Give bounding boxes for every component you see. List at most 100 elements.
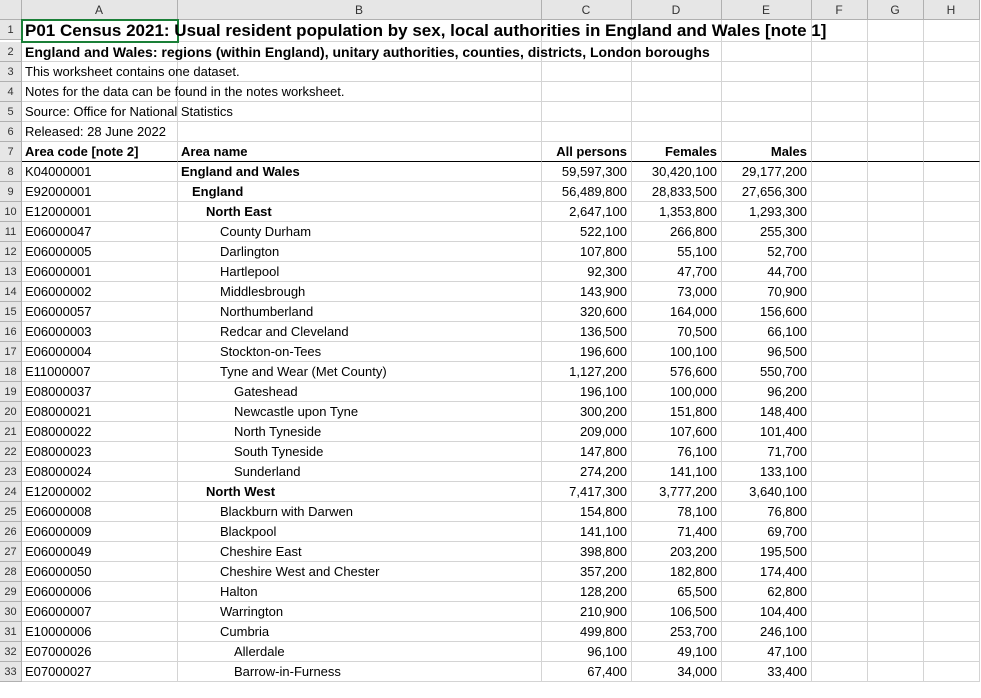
row-header-27[interactable]: 27 bbox=[0, 542, 22, 562]
cell-area-name[interactable]: Cheshire East bbox=[178, 542, 542, 562]
cell-F3[interactable] bbox=[812, 62, 868, 82]
row-header-15[interactable]: 15 bbox=[0, 302, 22, 322]
cell-empty[interactable] bbox=[868, 622, 924, 642]
cell-males[interactable]: 174,400 bbox=[722, 562, 812, 582]
cell-area-name[interactable]: Darlington bbox=[178, 242, 542, 262]
cell-males[interactable]: 1,293,300 bbox=[722, 202, 812, 222]
cell-all-persons[interactable]: 67,400 bbox=[542, 662, 632, 682]
cell-males[interactable]: 52,700 bbox=[722, 242, 812, 262]
row-header-9[interactable]: 9 bbox=[0, 182, 22, 202]
row-header-22[interactable]: 22 bbox=[0, 442, 22, 462]
cell-females[interactable]: 141,100 bbox=[632, 462, 722, 482]
cell-area-name[interactable]: Blackburn with Darwen bbox=[178, 502, 542, 522]
cell-females[interactable]: 55,100 bbox=[632, 242, 722, 262]
cell-area-code[interactable]: E06000003 bbox=[22, 322, 178, 342]
cell-area-name[interactable]: Newcastle upon Tyne bbox=[178, 402, 542, 422]
cell-E2[interactable] bbox=[722, 42, 812, 62]
row-header-29[interactable]: 29 bbox=[0, 582, 22, 602]
cell-area-code[interactable]: E06000005 bbox=[22, 242, 178, 262]
cell-females[interactable]: 266,800 bbox=[632, 222, 722, 242]
cell-area-code[interactable]: E06000047 bbox=[22, 222, 178, 242]
cell-empty[interactable] bbox=[924, 302, 980, 322]
cell-empty[interactable] bbox=[924, 522, 980, 542]
cell-area-name[interactable]: Northumberland bbox=[178, 302, 542, 322]
cell-females[interactable]: 107,600 bbox=[632, 422, 722, 442]
cell-G2[interactable] bbox=[868, 42, 924, 62]
cell-all-persons[interactable]: 141,100 bbox=[542, 522, 632, 542]
row-header-20[interactable]: 20 bbox=[0, 402, 22, 422]
cell-G3[interactable] bbox=[868, 62, 924, 82]
cell-empty[interactable] bbox=[812, 502, 868, 522]
cell-D5[interactable] bbox=[632, 102, 722, 122]
cell-all-persons[interactable]: 209,000 bbox=[542, 422, 632, 442]
cell-G5[interactable] bbox=[868, 102, 924, 122]
cell-males[interactable]: 156,600 bbox=[722, 302, 812, 322]
cell-empty[interactable] bbox=[812, 182, 868, 202]
cell-all-persons[interactable]: 147,800 bbox=[542, 442, 632, 462]
row-header-17[interactable]: 17 bbox=[0, 342, 22, 362]
cell-area-code[interactable]: E08000023 bbox=[22, 442, 178, 462]
cell-empty[interactable] bbox=[812, 282, 868, 302]
cell-males[interactable]: 27,656,300 bbox=[722, 182, 812, 202]
row-header-19[interactable]: 19 bbox=[0, 382, 22, 402]
cell-E4[interactable] bbox=[722, 82, 812, 102]
cell-males[interactable]: 69,700 bbox=[722, 522, 812, 542]
cell-all-persons[interactable]: 196,600 bbox=[542, 342, 632, 362]
cell-empty[interactable] bbox=[812, 522, 868, 542]
cell-empty[interactable] bbox=[812, 422, 868, 442]
cell-area-code[interactable]: E08000022 bbox=[22, 422, 178, 442]
cell-empty[interactable] bbox=[868, 442, 924, 462]
cell-A6[interactable]: Released: 28 June 2022 bbox=[22, 122, 178, 142]
cell-empty[interactable] bbox=[868, 542, 924, 562]
cell-empty[interactable] bbox=[812, 642, 868, 662]
cell-area-name[interactable]: Barrow-in-Furness bbox=[178, 662, 542, 682]
cell-G7[interactable] bbox=[868, 142, 924, 162]
cell-empty[interactable] bbox=[812, 662, 868, 682]
cell-females[interactable]: 106,500 bbox=[632, 602, 722, 622]
cell-females[interactable]: 49,100 bbox=[632, 642, 722, 662]
row-header-14[interactable]: 14 bbox=[0, 282, 22, 302]
cell-area-name[interactable]: County Durham bbox=[178, 222, 542, 242]
cell-males[interactable]: 104,400 bbox=[722, 602, 812, 622]
row-header-33[interactable]: 33 bbox=[0, 662, 22, 682]
cell-empty[interactable] bbox=[812, 582, 868, 602]
cell-empty[interactable] bbox=[924, 322, 980, 342]
cell-H3[interactable] bbox=[924, 62, 980, 82]
cell-males[interactable]: 195,500 bbox=[722, 542, 812, 562]
cell-C4[interactable] bbox=[542, 82, 632, 102]
cell-empty[interactable] bbox=[812, 442, 868, 462]
cell-males[interactable]: 70,900 bbox=[722, 282, 812, 302]
cell-empty[interactable] bbox=[924, 202, 980, 222]
cell-all-persons[interactable]: 154,800 bbox=[542, 502, 632, 522]
cell-males[interactable]: 246,100 bbox=[722, 622, 812, 642]
cell-area-code[interactable]: K04000001 bbox=[22, 162, 178, 182]
cell-empty[interactable] bbox=[812, 342, 868, 362]
cell-F2[interactable] bbox=[812, 42, 868, 62]
cell-males[interactable]: 96,200 bbox=[722, 382, 812, 402]
cell-males[interactable]: 66,100 bbox=[722, 322, 812, 342]
cell-females[interactable]: 28,833,500 bbox=[632, 182, 722, 202]
cell-area-name[interactable]: North Tyneside bbox=[178, 422, 542, 442]
cell-females[interactable]: 70,500 bbox=[632, 322, 722, 342]
cell-area-name[interactable]: North East bbox=[178, 202, 542, 222]
cell-males[interactable]: 29,177,200 bbox=[722, 162, 812, 182]
row-header-3[interactable]: 3 bbox=[0, 62, 22, 82]
cell-males[interactable]: 44,700 bbox=[722, 262, 812, 282]
cell-males[interactable]: 255,300 bbox=[722, 222, 812, 242]
col-header-H[interactable]: H bbox=[924, 0, 980, 20]
cell-all-persons[interactable]: 136,500 bbox=[542, 322, 632, 342]
cell-area-name[interactable]: Tyne and Wear (Met County) bbox=[178, 362, 542, 382]
cell-empty[interactable] bbox=[924, 242, 980, 262]
row-header-1[interactable]: 1 bbox=[0, 20, 22, 40]
row-header-13[interactable]: 13 bbox=[0, 262, 22, 282]
cell-empty[interactable] bbox=[868, 562, 924, 582]
cell-E5[interactable] bbox=[722, 102, 812, 122]
cell-males[interactable]: 550,700 bbox=[722, 362, 812, 382]
cell-empty[interactable] bbox=[868, 522, 924, 542]
cell-all-persons[interactable]: 107,800 bbox=[542, 242, 632, 262]
row-header-30[interactable]: 30 bbox=[0, 602, 22, 622]
row-header-12[interactable]: 12 bbox=[0, 242, 22, 262]
cell-area-code[interactable]: E07000026 bbox=[22, 642, 178, 662]
cell-empty[interactable] bbox=[812, 562, 868, 582]
cell-empty[interactable] bbox=[812, 462, 868, 482]
